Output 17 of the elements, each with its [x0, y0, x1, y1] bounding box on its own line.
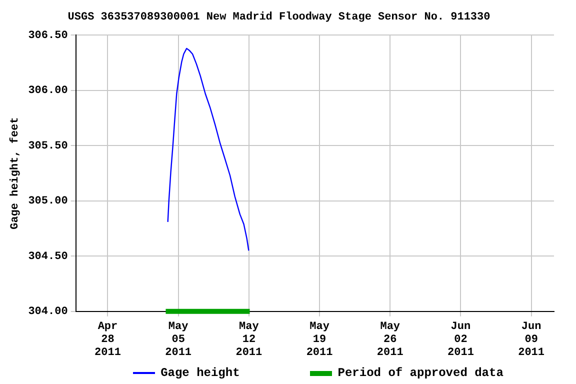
x-tick-label: Apr 28 2011	[94, 320, 122, 360]
y-tick-label: 305.50	[28, 140, 68, 152]
x-tick-label: May 26 2011	[376, 320, 404, 360]
x-tick-label: Jun 02 2011	[448, 320, 474, 360]
legend-label: Gage height	[160, 366, 240, 380]
x-tick-label: May 12 2011	[236, 320, 263, 360]
x-tick-label: May 19 2011	[306, 320, 334, 360]
y-tick-label: 305.00	[28, 196, 68, 208]
x-tick-label: Jun 09 2011	[518, 320, 545, 360]
y-tick-label: 304.00	[28, 306, 68, 318]
y-tick-label: 306.00	[28, 85, 68, 98]
legend-label: Period of approved data	[338, 366, 504, 380]
x-tick-label: May 05 2011	[165, 320, 192, 360]
y-tick-label: 306.50	[28, 30, 68, 42]
y-tick-label: 304.50	[28, 250, 68, 263]
y-axis-title: Gage height, feet	[8, 117, 22, 230]
chart-title: USGS 363537089300001 New Madrid Floodway Stage Sensor No. 911330	[68, 11, 490, 24]
